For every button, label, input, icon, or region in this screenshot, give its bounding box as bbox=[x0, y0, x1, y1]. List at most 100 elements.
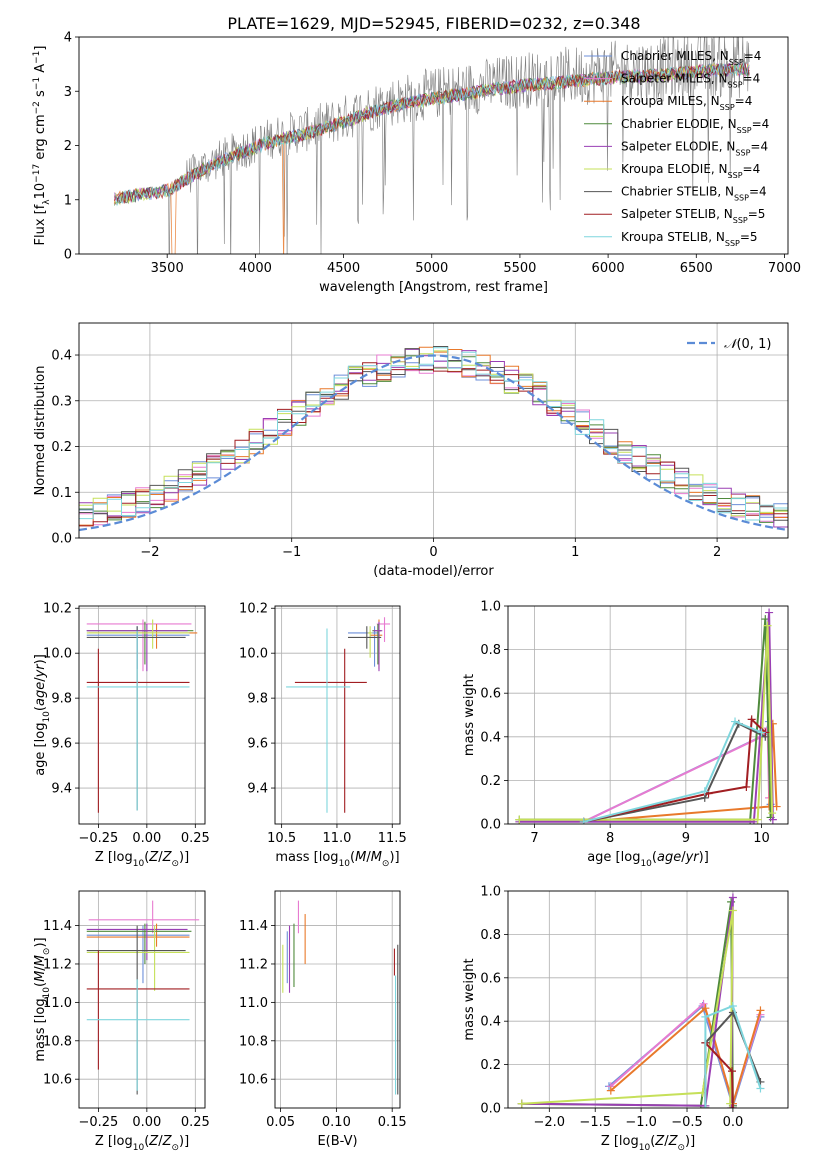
weight-marker bbox=[579, 817, 588, 824]
model-spectrum-5 bbox=[114, 62, 750, 206]
y-tick-label: 0.3 bbox=[51, 394, 72, 409]
legend: Chabrier MILES, NSSP=4 Salpeter MILES, NS… bbox=[584, 49, 769, 247]
y-tick-label: 4 bbox=[64, 31, 72, 46]
x-axis-label: Z [log10(Z/Z⊙)] bbox=[601, 1134, 695, 1153]
weight-marker bbox=[700, 787, 709, 796]
y-tick-label: 0.4 bbox=[480, 730, 501, 745]
spectrum-panel: 3500 4000 4500 5000 5500 6000 6500 7000 0 1 2 3 4 wav… bbox=[32, 31, 801, 296]
y-tick-label: 9.4 bbox=[51, 782, 72, 797]
x-tick-label: 0.15 bbox=[378, 1115, 407, 1130]
y-tick-label: 11.2 bbox=[43, 957, 72, 972]
y-tick-label: 10.6 bbox=[239, 1073, 268, 1088]
weight-marker bbox=[728, 1002, 737, 1011]
y-tick-label: 10.0 bbox=[43, 647, 72, 662]
legend-entry: Chabrier STELIB, NSSP=4 bbox=[621, 185, 767, 203]
age_vs_mass-plot-area bbox=[286, 617, 391, 813]
x-tick-label: 7 bbox=[530, 831, 538, 846]
x-tick-label: 0.00 bbox=[132, 831, 161, 846]
weight-marker bbox=[515, 815, 524, 824]
weight-marker bbox=[756, 1006, 765, 1015]
y-tick-label: 0.0 bbox=[480, 818, 501, 833]
x-axis-label: mass [log10(M/M⊙)] bbox=[275, 850, 399, 869]
age_vs_mass-panel: 10.5 11.0 11.5 9.4 9.6 9.8 10.0 10.2 mass [log10… bbox=[239, 602, 407, 869]
x-tick-label: 3500 bbox=[151, 261, 184, 276]
x-tick-label: −1 bbox=[282, 545, 301, 560]
x-tick-label: −0.25 bbox=[78, 831, 118, 846]
x-tick-label: 0.10 bbox=[322, 1115, 351, 1130]
x-tick-label: −0.25 bbox=[78, 1115, 118, 1130]
y-tick-label: 0.4 bbox=[480, 1015, 501, 1030]
weight-series-8 bbox=[704, 1004, 762, 1108]
x-tick-label: 10 bbox=[753, 831, 770, 846]
residual-histogram-7 bbox=[79, 362, 788, 527]
weight-marker bbox=[742, 782, 751, 791]
mass_vs_Z-panel: −0.25 0.00 0.25 10.6 10.8 11.0 11.2 11.4 Z [log1… bbox=[33, 890, 210, 1153]
weight-marker bbox=[728, 893, 737, 902]
x-tick-label: −1.0 bbox=[625, 1115, 657, 1130]
y-axis-label: age [log10(age/yr)] bbox=[33, 654, 52, 776]
x-tick-label: −0.5 bbox=[671, 1115, 703, 1130]
x-axis-label: wavelength [Angstrom, rest frame] bbox=[319, 280, 548, 295]
x-tick-label: 0.25 bbox=[181, 1115, 210, 1130]
normal-curve bbox=[79, 354, 788, 532]
x-tick-label: 11.5 bbox=[378, 831, 407, 846]
y-tick-label: 9.4 bbox=[247, 782, 268, 797]
y-tick-label: 3 bbox=[64, 85, 72, 100]
weight-series-5 bbox=[519, 625, 774, 821]
x-tick-label: 4000 bbox=[239, 261, 272, 276]
axes-frame bbox=[78, 36, 789, 255]
legend-entry: Salpeter MILES, NSSP=4 bbox=[621, 72, 760, 90]
x-tick-label: 1 bbox=[571, 545, 579, 560]
weight-marker bbox=[728, 1067, 736, 1076]
y-tick-label: 0.6 bbox=[480, 971, 501, 986]
weight-marker bbox=[701, 1104, 710, 1108]
y-tick-label: 1.0 bbox=[480, 600, 501, 615]
mass_weight_vs_Z-panel: −2.0 −1.5 −1.0 −0.5 0.0 0.0 0.2 0.4 0.6 0.8 1.0 Z [… bbox=[462, 885, 789, 1153]
y-tick-label: 10.6 bbox=[43, 1073, 72, 1088]
y-axis-label: mass weight bbox=[462, 674, 477, 756]
model-spectrum-4 bbox=[113, 62, 750, 204]
weight-marker bbox=[701, 1012, 710, 1021]
x-tick-label: 10.5 bbox=[267, 831, 296, 846]
y-axis-label: mass weight bbox=[462, 958, 477, 1040]
weight-marker bbox=[757, 728, 766, 737]
legend-entry: Chabrier ELODIE, NSSP=4 bbox=[621, 117, 769, 135]
y-axis-label: mass [log10(M/M⊙)] bbox=[33, 937, 52, 1061]
y-tick-label: 11.4 bbox=[239, 919, 268, 934]
weight-marker bbox=[768, 815, 777, 824]
mass_vs_EBV-plot-area bbox=[282, 900, 399, 1095]
x-tick-label: −1.5 bbox=[579, 1115, 611, 1130]
residuals-panel: −2 −1 0 1 2 0.0 0.1 0.2 0.3 0.4 (data-model)/error… bbox=[33, 322, 789, 579]
weight-series-6 bbox=[583, 722, 766, 823]
weight-marker bbox=[747, 715, 756, 724]
mass_weight_vs_age-panel: 7 8 9 10 0.0 0.2 0.4 0.6 0.8 1.0 age [log10(age/yr… bbox=[462, 600, 789, 869]
x-tick-label: 9 bbox=[682, 831, 690, 846]
y-tick-label: 9.6 bbox=[247, 737, 268, 752]
axes-frame bbox=[78, 322, 789, 539]
weight-marker bbox=[765, 608, 774, 617]
y-tick-label: 0.2 bbox=[480, 1058, 501, 1073]
x-axis-label: E(B-V) bbox=[317, 1134, 357, 1149]
x-tick-label: 11.0 bbox=[322, 831, 351, 846]
x-axis-label: age [log10(age/yr)] bbox=[587, 850, 709, 869]
weight-marker bbox=[731, 717, 740, 726]
x-tick-label: 4500 bbox=[327, 261, 360, 276]
legend-entry: Kroupa ELODIE, NSSP=4 bbox=[621, 162, 760, 180]
y-tick-label: 0.0 bbox=[480, 1102, 501, 1117]
y-tick-label: 0.6 bbox=[480, 687, 501, 702]
y-tick-label: 0.0 bbox=[51, 532, 72, 547]
weight-marker bbox=[701, 1004, 710, 1013]
x-tick-label: −2 bbox=[140, 545, 159, 560]
y-axis-label: Normed distribution bbox=[33, 366, 48, 496]
y-tick-label: 11.2 bbox=[239, 957, 268, 972]
x-axis-label: (data-model)/error bbox=[373, 564, 494, 579]
y-axis-label: Flux [fλ10−17 erg cm−2 s−1 A−1] bbox=[32, 46, 52, 246]
y-tick-label: 0.1 bbox=[51, 486, 72, 501]
x-tick-label: 2 bbox=[713, 545, 721, 560]
axes-frame bbox=[274, 890, 401, 1109]
weight-marker bbox=[772, 802, 781, 811]
weight-series-8 bbox=[583, 720, 762, 823]
y-tick-label: 0.8 bbox=[480, 928, 501, 943]
model-spectrum-6 bbox=[114, 62, 750, 205]
axes-frame bbox=[78, 605, 206, 825]
